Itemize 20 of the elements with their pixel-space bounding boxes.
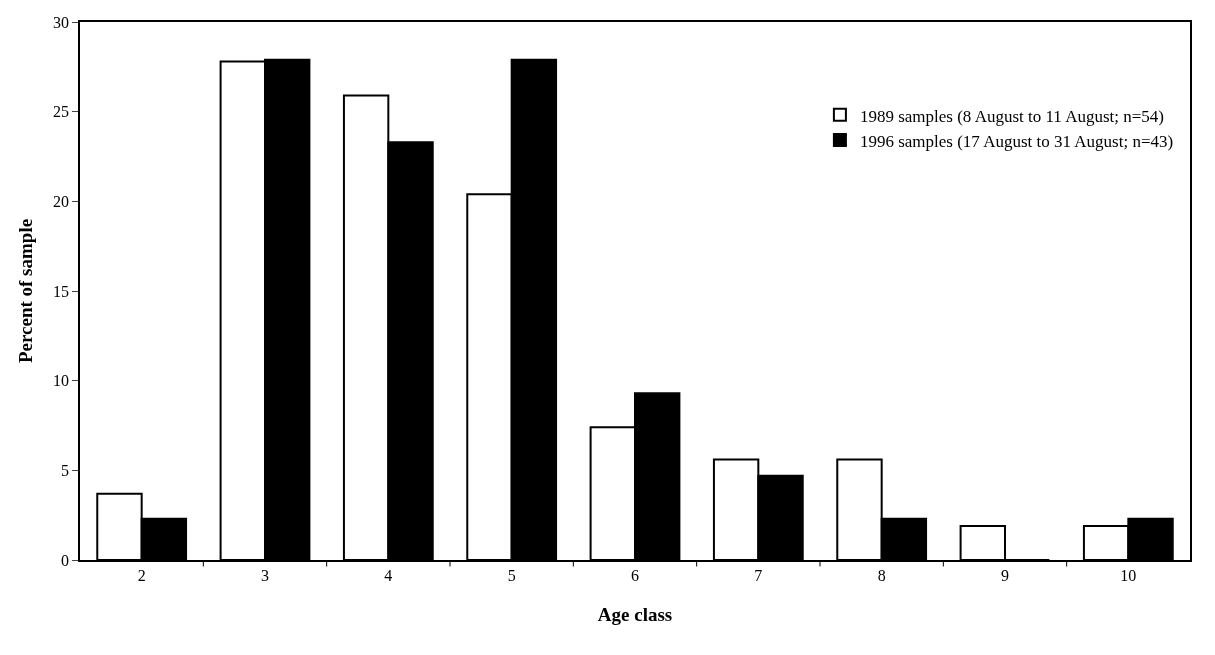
y-tick-label: 5: [61, 461, 70, 479]
y-tick-label: 0: [61, 551, 70, 569]
x-tick-label: 2: [137, 566, 146, 584]
x-tick-label: 6: [631, 566, 639, 584]
y-tick-label: 30: [53, 13, 70, 31]
x-tick-label: 10: [1120, 566, 1137, 584]
y-tick-label: 25: [53, 103, 70, 121]
x-tick-label: 8: [877, 566, 886, 584]
y-tick-label: 20: [53, 192, 70, 210]
legend-label: 1989 samples (8 August to 11 August; n=54): [859, 106, 1165, 126]
y-tick-label: 15: [53, 282, 70, 300]
y-tick-label: 10: [53, 372, 70, 390]
x-tick-label: 3: [261, 566, 269, 584]
x-tick-label: 9: [1001, 566, 1009, 584]
x-axis-title: Age class: [597, 604, 673, 626]
x-tick-label: 4: [384, 566, 393, 584]
x-tick-label: 5: [507, 566, 516, 584]
y-axis-title: Percent of sample: [14, 218, 36, 364]
x-tick-label: 7: [754, 566, 763, 584]
legend-label: 1996 samples (17 August to 31 August; n=43): [859, 131, 1174, 151]
